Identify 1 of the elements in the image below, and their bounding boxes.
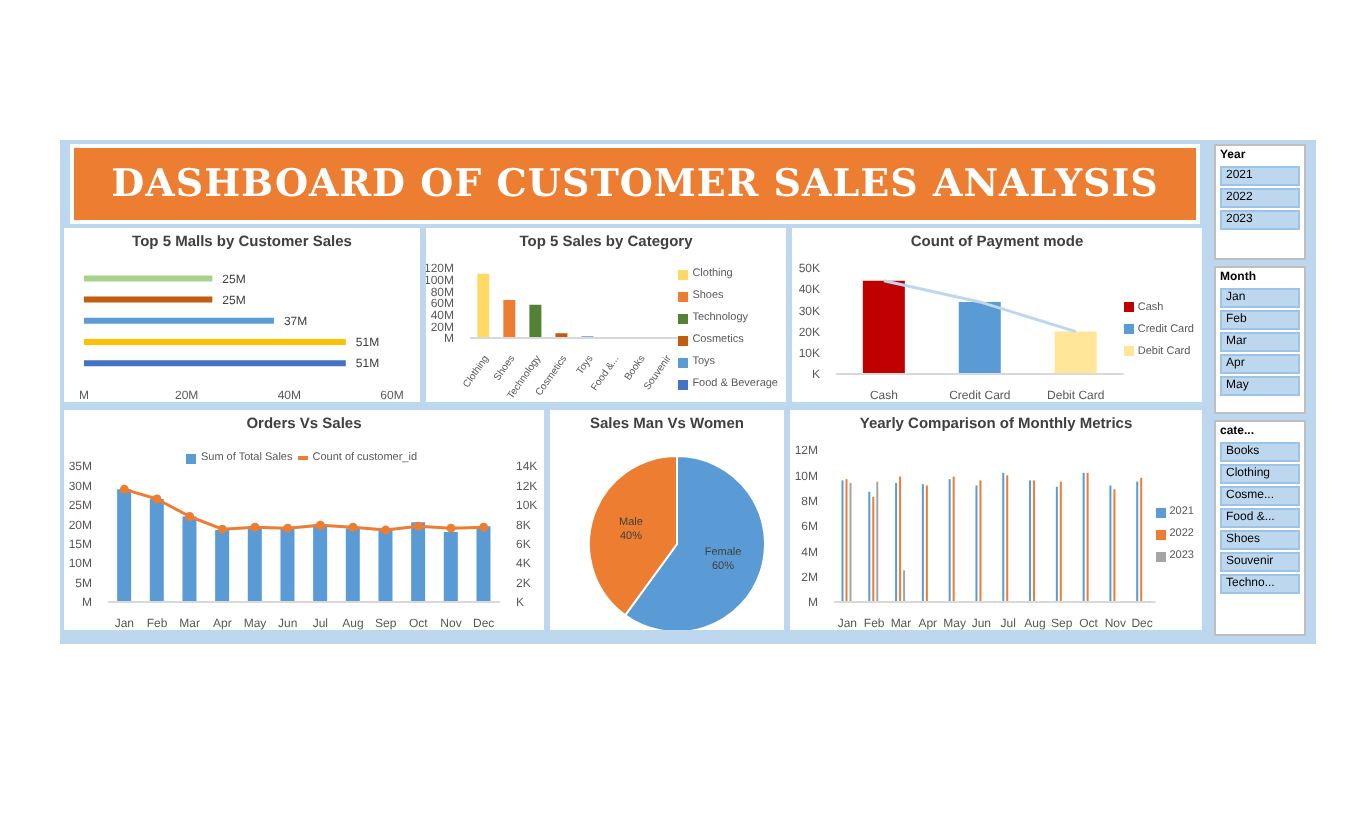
text: DASHBOARD OF CUSTOMER SALES ANALYSIS — [70, 144, 1200, 224]
